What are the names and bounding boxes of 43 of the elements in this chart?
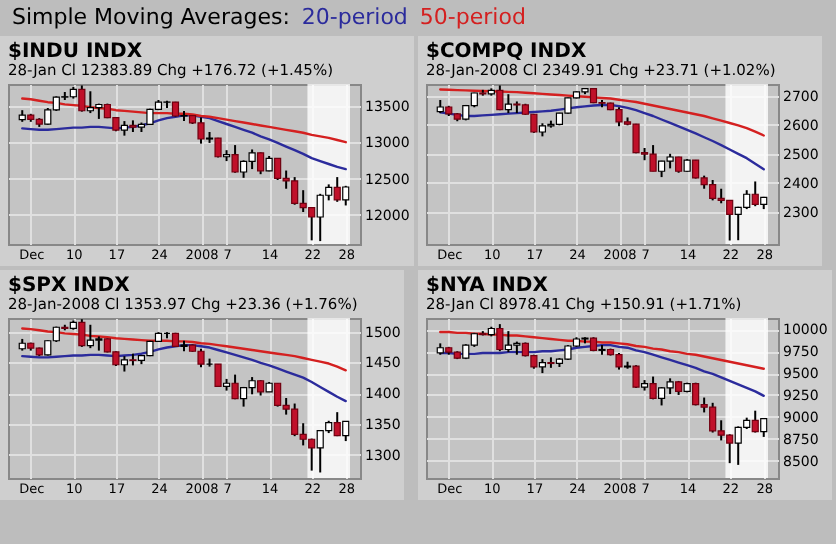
candlestick bbox=[308, 437, 316, 472]
candlestick bbox=[78, 84, 86, 113]
line-series bbox=[21, 343, 347, 403]
line-series bbox=[21, 114, 347, 171]
candlestick bbox=[632, 122, 640, 155]
candlestick bbox=[615, 106, 623, 128]
chart-title: $INDU INDX bbox=[8, 41, 143, 63]
candlestick bbox=[496, 84, 504, 112]
candlestick bbox=[751, 180, 759, 208]
candlestick bbox=[726, 199, 734, 242]
candlestick bbox=[248, 148, 256, 171]
text: 50-period bbox=[419, 4, 526, 30]
text: Simple Moving Averages: bbox=[12, 4, 290, 30]
candlestick bbox=[78, 318, 86, 348]
chart-title: $SPX INDX bbox=[8, 275, 131, 297]
candlestick bbox=[496, 323, 504, 353]
candlestick bbox=[657, 386, 666, 407]
line-series bbox=[21, 97, 347, 144]
candlestick bbox=[197, 116, 205, 145]
candlestick bbox=[709, 401, 717, 434]
line-series bbox=[439, 343, 765, 398]
candlestick bbox=[504, 93, 512, 115]
candlestick bbox=[743, 189, 751, 211]
candlestick bbox=[333, 176, 341, 203]
chart-title: $NYA INDX bbox=[426, 275, 549, 297]
candlestick bbox=[649, 144, 657, 173]
line-series bbox=[21, 327, 347, 372]
candlestick bbox=[291, 402, 299, 438]
candlestick bbox=[231, 144, 239, 174]
line-series bbox=[439, 103, 765, 171]
candlestick bbox=[632, 364, 640, 389]
text: 20-period bbox=[301, 4, 408, 30]
candlestick bbox=[291, 176, 299, 206]
chart-title: $COMPQ INDX bbox=[426, 41, 587, 63]
candlestick bbox=[709, 179, 717, 202]
line-series bbox=[439, 330, 765, 370]
candlestick bbox=[197, 347, 205, 369]
candlestick bbox=[231, 373, 239, 401]
candlestick bbox=[726, 433, 734, 465]
line-series bbox=[439, 88, 765, 137]
candlestick bbox=[734, 425, 742, 466]
candlestick bbox=[751, 409, 759, 434]
candlestick bbox=[214, 363, 222, 388]
